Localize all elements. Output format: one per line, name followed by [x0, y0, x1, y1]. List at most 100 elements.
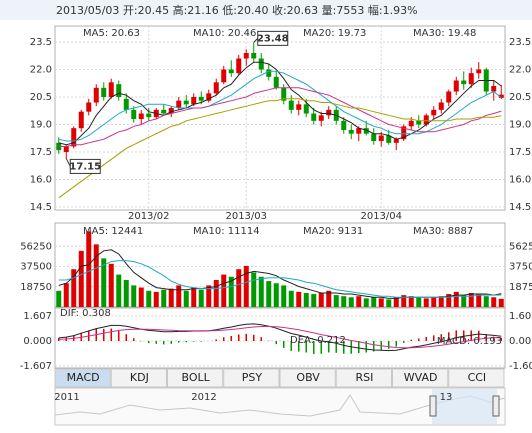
y-tick-label: 23.5 [30, 37, 52, 48]
header: 2013/05/03 开:20.45 高:21.16 低:20.40 收:20.… [56, 3, 418, 17]
navigator-label: 13 [440, 392, 453, 403]
volume-bar [191, 287, 197, 307]
y-tick-label: 14.5 [509, 202, 531, 213]
legend-label: MA20: 9131 [303, 226, 363, 237]
candle-body [281, 87, 287, 101]
volume-bar [116, 274, 122, 307]
tab-label[interactable]: CCI [468, 371, 487, 384]
volume-bar [356, 296, 362, 307]
volume-bar [386, 299, 392, 307]
ma-line [58, 87, 502, 147]
tab-label[interactable]: PSY [242, 371, 263, 384]
y-tick-label: 0.000 [23, 336, 52, 347]
candle-body [341, 120, 347, 130]
candle-body [498, 94, 504, 98]
volume-bar [296, 291, 302, 307]
volume-bar [326, 290, 332, 307]
y-tick-label: 56250 [20, 241, 52, 252]
volume-bar [461, 295, 467, 307]
candle-body [176, 100, 182, 108]
y-tick-label: -1.607 [509, 361, 532, 372]
tab-label[interactable]: KDJ [130, 371, 149, 384]
candle-body [423, 115, 429, 125]
candle-body [138, 113, 144, 119]
volume-frame [54, 222, 506, 308]
price-frame [54, 25, 506, 211]
volume-bar [498, 298, 504, 307]
candle-body [228, 69, 234, 74]
candle-body [56, 142, 62, 151]
volume-bar [251, 272, 257, 307]
volume-bar [146, 290, 152, 307]
navigator-label: 2011 [54, 392, 79, 403]
volume-bar [288, 290, 294, 307]
candle-body [431, 109, 437, 116]
volume-bar [213, 280, 219, 307]
candle-body [476, 69, 482, 74]
candle-body [288, 100, 294, 110]
candle-body [116, 84, 122, 97]
candle-body [146, 113, 152, 118]
annotation-pointer [253, 38, 259, 43]
volume-bar [333, 295, 339, 307]
tab[interactable] [279, 368, 336, 388]
tab-label[interactable]: BOLL [181, 371, 210, 384]
volume-bar [176, 285, 182, 307]
tab-label[interactable]: MACD [67, 371, 100, 384]
navigator-handle[interactable] [492, 395, 500, 417]
volume-bar [378, 298, 384, 307]
candle-body [326, 109, 332, 116]
macd-line [58, 325, 502, 349]
y-tick-label: 20.5 [30, 92, 52, 103]
volume-bar [341, 296, 347, 307]
volume-bar [86, 231, 92, 307]
candle-body [401, 126, 407, 140]
tab[interactable] [167, 368, 224, 388]
candle-body [251, 53, 257, 59]
volume-bar [63, 283, 69, 307]
ma-line [58, 70, 502, 142]
legend-label: MACD: 0.193 [437, 336, 502, 347]
candle-body [183, 100, 189, 105]
tab-label[interactable]: RSI [355, 371, 373, 384]
annotation: 23.48 [257, 33, 289, 44]
y-tick-label: 1.607 [23, 311, 52, 322]
navigator-window[interactable] [432, 389, 497, 424]
tab[interactable] [448, 368, 505, 388]
tab-label[interactable]: WVAD [404, 371, 438, 384]
volume-bar [393, 297, 399, 307]
volume-bar [318, 292, 324, 307]
navigator-handle[interactable] [429, 395, 437, 417]
volume-bar [273, 283, 279, 307]
tab-label[interactable]: OBV [296, 371, 320, 384]
volume-bar [483, 296, 489, 307]
candle-body [408, 120, 414, 127]
candle-body [446, 91, 452, 103]
candle-body [348, 130, 354, 134]
x-tick-label: 2013/03 [225, 211, 267, 222]
tab[interactable] [223, 368, 280, 388]
volume-bar [236, 269, 242, 307]
volume-bar [311, 294, 317, 307]
legend-label: MA30: 19.48 [413, 28, 476, 39]
volume-ma-line [58, 260, 502, 298]
candle-body [453, 80, 459, 92]
candle-body [468, 73, 474, 85]
volume-bar [168, 288, 174, 307]
volume-bar [78, 250, 84, 307]
tab[interactable] [392, 368, 449, 388]
tab[interactable] [335, 368, 392, 388]
tab[interactable] [110, 368, 167, 388]
candle-body [101, 87, 107, 97]
candle-body [311, 113, 317, 121]
volume-bar [228, 276, 234, 307]
macd-line [58, 323, 502, 352]
tab[interactable] [54, 368, 111, 388]
y-tick-label: 19.0 [30, 120, 52, 131]
volume-bar [108, 263, 114, 307]
volume-bar [363, 298, 369, 307]
x-tick-label: 2013/02 [128, 211, 170, 222]
y-tick-label: -1.607 [20, 361, 52, 372]
candle-body [273, 76, 279, 88]
